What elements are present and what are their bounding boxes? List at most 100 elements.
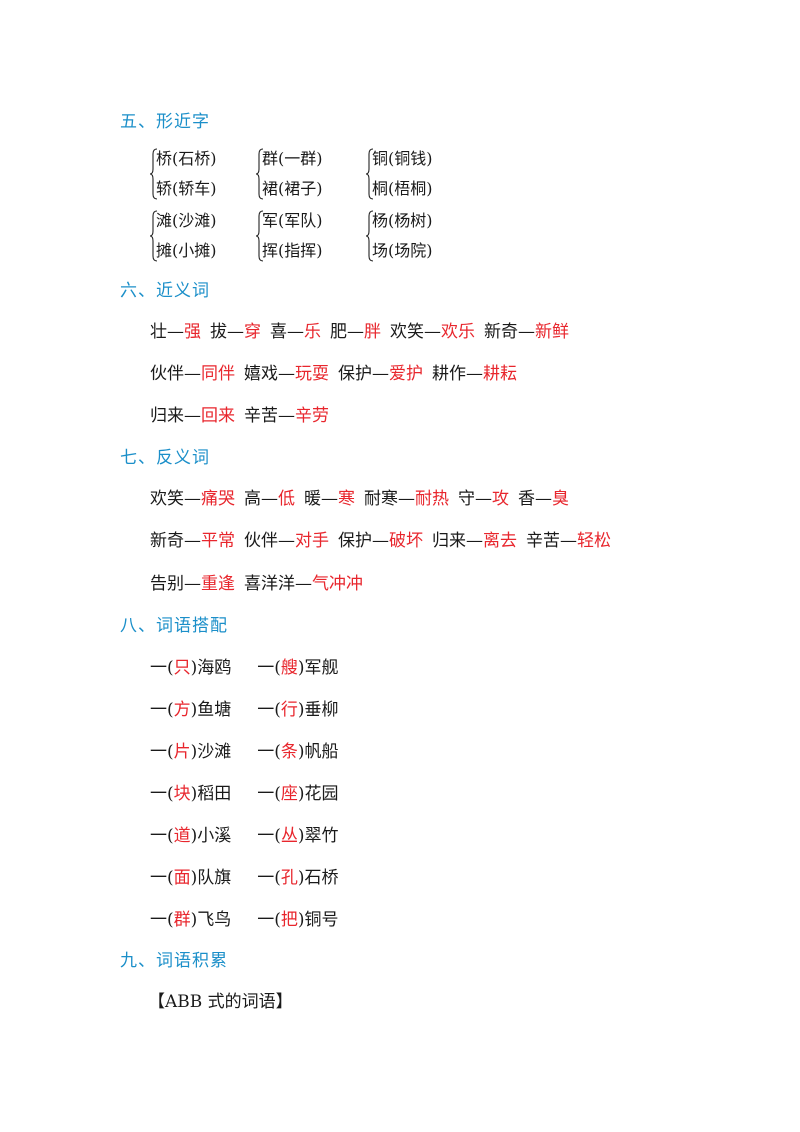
- dapei-text: 一(: [150, 826, 174, 846]
- jinyici-answer: 玩耍: [295, 364, 329, 384]
- xingjinzi-group: 铜(铜钱) 桐(梧桐): [366, 144, 433, 204]
- fanyici-answer: 破坏: [389, 531, 423, 551]
- dapei-phrase: 一(丛)翠竹: [257, 821, 338, 846]
- dapei-text: 一(: [257, 700, 281, 720]
- dapei-answer: 方: [173, 700, 191, 720]
- fanyici-word: 告别—: [150, 574, 201, 594]
- jinyici-pair: 壮—强: [150, 317, 201, 342]
- section-title-jinyici: 六、近义词: [120, 281, 210, 301]
- fanyici-pair: 新奇—平常: [150, 526, 235, 551]
- abb-label: 【ABB 式的词语】: [148, 992, 293, 1012]
- dapei-phrase: 一(方)鱼塘: [150, 695, 231, 720]
- dapei-phrase: 一(群)飞鸟: [150, 905, 231, 930]
- brace-icon: [256, 148, 264, 200]
- section-title-xingjinzi: 五、形近字: [120, 112, 210, 132]
- xingjinzi-word: 铜(铜钱): [372, 149, 433, 168]
- fanyici-word: 守—: [458, 489, 492, 509]
- jinyici-word: 耕作—: [432, 364, 483, 384]
- dapei-row: 一(道)小溪 一(丛)翠竹: [150, 821, 365, 846]
- fanyici-pair: 守—攻: [458, 484, 509, 509]
- jinyici-pair: 欢笑—欢乐: [390, 317, 475, 342]
- dapei-text: 一(: [257, 658, 281, 678]
- xingjinzi-word: 群(一群): [262, 149, 323, 168]
- jinyici-answer: 欢乐: [441, 322, 475, 342]
- jinyici-pair: 嬉戏—玩耍: [244, 359, 329, 384]
- fanyici-word: 耐寒—: [364, 489, 415, 509]
- dapei-text: 一(: [257, 784, 281, 804]
- xingjinzi-group: 军(军队) 挥(指挥): [256, 206, 323, 266]
- fanyici-answer: 平常: [201, 531, 235, 551]
- fanyici-word: 归来—: [432, 531, 483, 551]
- xingjinzi-group: 滩(沙滩) 摊(小摊): [150, 206, 217, 266]
- jinyici-answer: 回来: [201, 406, 235, 426]
- fanyici-answer: 重逢: [201, 574, 235, 594]
- section-title-ciyu-dapei: 八、词语搭配: [120, 616, 228, 636]
- jinyici-word: 喜—: [270, 322, 304, 342]
- dapei-phrase: 一(孔)石桥: [257, 863, 338, 888]
- dapei-phrase: 一(座)花园: [257, 779, 338, 804]
- dapei-phrase: 一(把)铜号: [257, 905, 338, 930]
- dapei-text: 一(: [150, 784, 174, 804]
- xingjinzi-word: 场(场院): [372, 241, 433, 260]
- dapei-text: 一(: [150, 910, 174, 930]
- xingjinzi-word: 裙(裙子): [262, 179, 323, 198]
- dapei-row: 一(块)稻田 一(座)花园: [150, 779, 365, 804]
- dapei-text: )铜号: [297, 910, 339, 930]
- dapei-text: )石桥: [297, 868, 339, 888]
- fanyici-row: 告别—重逢 喜洋洋—气冲冲: [150, 569, 372, 594]
- dapei-text: 一(: [150, 868, 174, 888]
- fanyici-pair: 伙伴—对手: [244, 526, 329, 551]
- fanyici-word: 高—: [244, 489, 278, 509]
- fanyici-answer: 臭: [552, 489, 569, 509]
- jinyici-row: 归来—回来 辛苦—辛劳: [150, 401, 338, 426]
- dapei-row: 一(群)飞鸟 一(把)铜号: [150, 905, 365, 930]
- xingjinzi-word: 摊(小摊): [156, 241, 217, 260]
- jinyici-answer: 辛劳: [295, 406, 329, 426]
- jinyici-pair: 拔—穿: [210, 317, 261, 342]
- dapei-row: 一(片)沙滩 一(条)帆船: [150, 737, 365, 762]
- xingjinzi-word: 轿(轿车): [156, 179, 217, 198]
- jinyici-answer: 胖: [364, 322, 381, 342]
- dapei-answer: 行: [280, 700, 298, 720]
- xingjinzi-word: 挥(指挥): [262, 241, 323, 260]
- dapei-phrase: 一(艘)军舰: [257, 653, 338, 678]
- dapei-answer: 块: [173, 784, 191, 804]
- jinyici-answer: 穿: [244, 322, 261, 342]
- dapei-answer: 条: [280, 742, 298, 762]
- fanyici-word: 香—: [518, 489, 552, 509]
- dapei-answer: 丛: [280, 826, 298, 846]
- xingjinzi-word: 杨(杨树): [372, 211, 433, 230]
- fanyici-pair: 归来—离去: [432, 526, 517, 551]
- jinyici-answer: 同伴: [201, 364, 235, 384]
- jinyici-pair: 归来—回来: [150, 401, 235, 426]
- section-title-fanyici: 七、反义词: [120, 448, 210, 468]
- dapei-phrase: 一(只)海鸥: [150, 653, 231, 678]
- jinyici-pair: 伙伴—同伴: [150, 359, 235, 384]
- dapei-answer: 只: [173, 658, 191, 678]
- fanyici-word: 喜洋洋—: [244, 574, 312, 594]
- fanyici-word: 伙伴—: [244, 531, 295, 551]
- dapei-text: )帆船: [297, 742, 339, 762]
- fanyici-pair: 告别—重逢: [150, 569, 235, 594]
- fanyici-pair: 辛苦—轻松: [526, 526, 611, 551]
- jinyici-answer: 耕耘: [483, 364, 517, 384]
- jinyici-row: 伙伴—同伴 嬉戏—玩耍 保护—爱护 耕作—耕耘: [150, 359, 526, 384]
- fanyici-answer: 低: [278, 489, 295, 509]
- dapei-answer: 道: [173, 826, 191, 846]
- dapei-answer: 群: [173, 910, 191, 930]
- jinyici-word: 拔—: [210, 322, 244, 342]
- fanyici-row: 新奇—平常 伙伴—对手 保护—破坏 归来—离去 辛苦—轻松: [150, 526, 620, 551]
- brace-icon: [150, 210, 158, 262]
- jinyici-word: 保护—: [338, 364, 389, 384]
- dapei-phrase: 一(片)沙滩: [150, 737, 231, 762]
- dapei-text: )海鸥: [190, 658, 232, 678]
- jinyici-pair: 辛苦—辛劳: [244, 401, 329, 426]
- dapei-answer: 孔: [280, 868, 298, 888]
- jinyici-pair: 耕作—耕耘: [432, 359, 517, 384]
- fanyici-pair: 香—臭: [518, 484, 569, 509]
- jinyici-word: 壮—: [150, 322, 184, 342]
- dapei-phrase: 一(面)队旗: [150, 863, 231, 888]
- jinyici-answer: 强: [184, 322, 201, 342]
- dapei-answer: 片: [173, 742, 191, 762]
- jinyici-word: 嬉戏—: [244, 364, 295, 384]
